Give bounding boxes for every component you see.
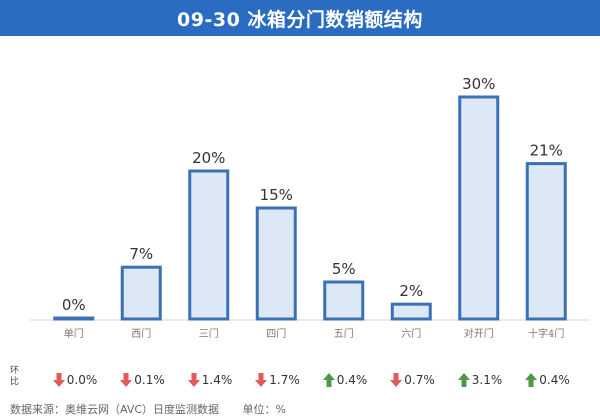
arrow-down-icon xyxy=(187,373,200,387)
data-label-1: 7% xyxy=(129,245,153,263)
bar-0 xyxy=(53,316,95,321)
data-label-2: 20% xyxy=(192,149,225,167)
mom-item-2: 1.4% xyxy=(187,370,233,390)
unit-label: 单位：% xyxy=(242,403,286,416)
mom-value: 3.1% xyxy=(471,373,503,387)
bar-7 xyxy=(525,162,567,321)
data-label-3: 15% xyxy=(260,186,293,204)
bar-6 xyxy=(458,95,500,321)
bar-5 xyxy=(390,302,432,321)
category-label-1: 西门 xyxy=(131,327,151,340)
data-label-7: 21% xyxy=(530,142,563,160)
mom-item-6: 3.1% xyxy=(457,370,503,390)
category-label-6: 对开门 xyxy=(464,327,494,340)
mom-item-5: 0.7% xyxy=(390,370,435,390)
mom-item-1: 0.1% xyxy=(120,370,165,390)
mom-item-0: 0.0% xyxy=(52,370,98,390)
data-label-5: 2% xyxy=(399,282,423,300)
bar-chart: 0% 单门 7% 西门 20% 三门 15% 四门 5% 五门 2% 六门 30% 对开门 21% 十字4门 xyxy=(30,75,590,340)
data-label-0: 0% xyxy=(62,296,86,314)
arrow-down-icon xyxy=(390,373,403,387)
bar-3 xyxy=(255,206,297,321)
data-source: 数据来源：奥维云网（AVC）日度监测数据 xyxy=(10,403,220,416)
mom-item-4: 0.4% xyxy=(322,370,368,390)
bar-1 xyxy=(120,265,162,321)
mom-value: 0.4% xyxy=(336,373,368,387)
mom-item-7: 0.4% xyxy=(525,370,570,390)
category-label-4: 五门 xyxy=(334,327,354,340)
category-label-3: 四门 xyxy=(266,327,286,340)
category-label-2: 三门 xyxy=(199,327,219,340)
bar-4 xyxy=(323,280,365,321)
mom-item-3: 1.7% xyxy=(255,370,300,390)
category-label-7: 十字4门 xyxy=(528,327,564,340)
mom-value: 0.7% xyxy=(404,373,435,387)
arrow-down-icon xyxy=(52,373,65,387)
mom-label: 环比 xyxy=(10,366,20,387)
chart-title: 09-30 冰箱分门数销额结构 xyxy=(177,8,423,31)
mom-value: 1.4% xyxy=(201,373,233,387)
chart-header: 09-30 冰箱分门数销额结构 xyxy=(0,0,600,36)
mom-value: 1.7% xyxy=(269,373,300,387)
mom-value: 0.0% xyxy=(66,373,98,387)
arrow-up-icon xyxy=(525,373,538,387)
mom-value: 0.4% xyxy=(539,373,570,387)
category-label-5: 六门 xyxy=(401,327,421,340)
arrow-up-icon xyxy=(322,373,335,387)
data-label-4: 5% xyxy=(332,260,356,278)
bar-2 xyxy=(188,169,230,321)
data-label-6: 30% xyxy=(462,75,495,93)
category-label-0: 单门 xyxy=(64,327,84,340)
arrow-down-icon xyxy=(255,373,268,387)
footer: 数据来源：奥维云网（AVC）日度监测数据 单位：% xyxy=(10,401,286,417)
arrow-down-icon xyxy=(120,373,133,387)
arrow-up-icon xyxy=(457,373,470,387)
mom-value: 0.1% xyxy=(134,373,165,387)
